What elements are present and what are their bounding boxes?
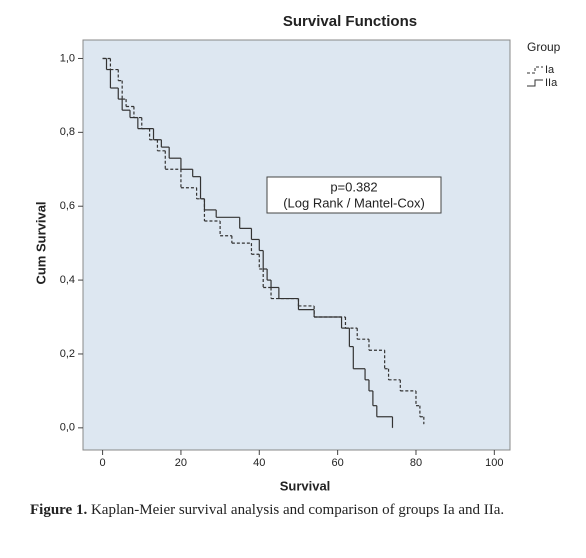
y-tick-label: 1,0 xyxy=(60,52,75,64)
plot-area xyxy=(82,39,511,451)
legend-label: Ia xyxy=(545,64,555,76)
chart: Survival Functions Survival Cum Survival… xyxy=(33,13,561,493)
legend-label: IIa xyxy=(545,77,558,89)
y-tick-label: 0,4 xyxy=(60,274,75,286)
legend-swatch xyxy=(527,66,543,74)
annotation: p=0.382 xyxy=(330,179,377,194)
caption-label: Figure 1. xyxy=(30,502,88,518)
x-tick-label: 60 xyxy=(332,457,344,469)
y-tick-label: 0,6 xyxy=(60,200,75,212)
chart-title: Survival Functions xyxy=(283,13,417,30)
y-axis-label: Cum Survival xyxy=(33,201,48,284)
y-tick-label: 0,0 xyxy=(60,422,75,434)
caption-text: Kaplan-Meier survival analysis and compa… xyxy=(90,502,505,518)
y-tick-label: 0,2 xyxy=(60,348,75,360)
legend-title: Group xyxy=(527,40,561,54)
legend-swatch xyxy=(527,79,543,87)
y-tick-label: 0,8 xyxy=(60,126,75,138)
caption: Figure 1. Kaplan-Meier survival analysis… xyxy=(30,500,575,521)
x-axis-label: Survival xyxy=(280,478,331,493)
annotation: (Log Rank / Mantel-Cox) xyxy=(283,195,425,210)
x-tick-label: 80 xyxy=(410,457,422,469)
x-tick-label: 20 xyxy=(175,457,187,469)
x-tick-label: 100 xyxy=(485,457,503,469)
x-tick-label: 0 xyxy=(100,457,106,469)
annotation-box xyxy=(266,176,442,214)
x-tick-label: 40 xyxy=(253,457,265,469)
